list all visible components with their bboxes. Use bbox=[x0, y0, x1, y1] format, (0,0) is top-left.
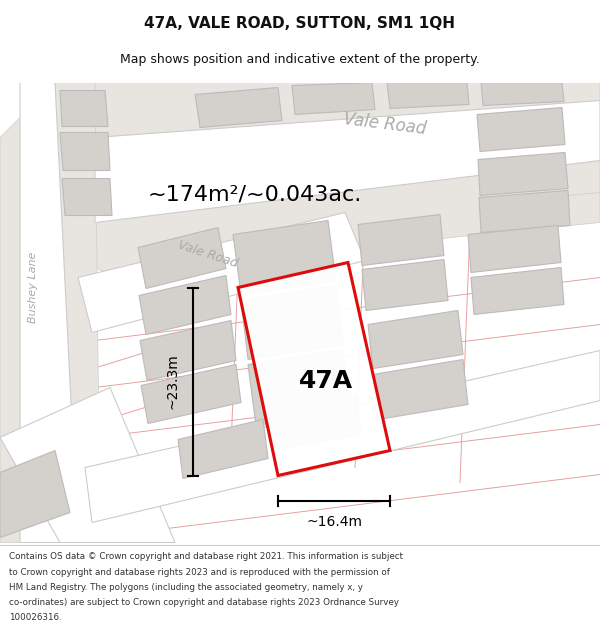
Polygon shape bbox=[479, 191, 570, 232]
Polygon shape bbox=[141, 364, 241, 424]
Text: 47A: 47A bbox=[298, 369, 353, 393]
Polygon shape bbox=[85, 351, 600, 522]
Polygon shape bbox=[60, 132, 110, 171]
Polygon shape bbox=[477, 107, 565, 151]
Polygon shape bbox=[78, 213, 365, 332]
Polygon shape bbox=[468, 226, 561, 272]
Polygon shape bbox=[20, 82, 78, 542]
Polygon shape bbox=[373, 359, 468, 419]
Polygon shape bbox=[60, 91, 108, 126]
Polygon shape bbox=[195, 88, 282, 128]
Text: ~174m²/~0.043ac.: ~174m²/~0.043ac. bbox=[148, 184, 362, 204]
Polygon shape bbox=[0, 82, 100, 542]
Polygon shape bbox=[292, 82, 375, 114]
Polygon shape bbox=[471, 268, 564, 314]
Text: co-ordinates) are subject to Crown copyright and database rights 2023 Ordnance S: co-ordinates) are subject to Crown copyr… bbox=[9, 598, 399, 608]
Text: ~16.4m: ~16.4m bbox=[306, 516, 362, 529]
Polygon shape bbox=[139, 276, 231, 334]
Polygon shape bbox=[481, 82, 564, 106]
Polygon shape bbox=[358, 214, 444, 266]
Polygon shape bbox=[95, 101, 600, 222]
Polygon shape bbox=[233, 221, 336, 294]
Polygon shape bbox=[140, 321, 236, 381]
Polygon shape bbox=[248, 349, 350, 426]
Polygon shape bbox=[138, 228, 226, 289]
Text: Vale Road: Vale Road bbox=[343, 111, 427, 139]
Text: ~23.3m: ~23.3m bbox=[166, 354, 180, 409]
Polygon shape bbox=[268, 394, 361, 449]
Polygon shape bbox=[362, 259, 448, 311]
Polygon shape bbox=[178, 419, 268, 479]
Text: Bushey Lane: Bushey Lane bbox=[28, 252, 38, 323]
Polygon shape bbox=[62, 179, 112, 216]
Polygon shape bbox=[387, 82, 469, 109]
Polygon shape bbox=[241, 286, 343, 359]
Polygon shape bbox=[238, 262, 390, 476]
Polygon shape bbox=[0, 451, 70, 538]
Text: to Crown copyright and database rights 2023 and is reproduced with the permissio: to Crown copyright and database rights 2… bbox=[9, 568, 390, 577]
Text: HM Land Registry. The polygons (including the associated geometry, namely x, y: HM Land Registry. The polygons (includin… bbox=[9, 583, 363, 592]
Text: Map shows position and indicative extent of the property.: Map shows position and indicative extent… bbox=[120, 53, 480, 66]
Text: Vale Road: Vale Road bbox=[176, 239, 239, 271]
Polygon shape bbox=[368, 311, 463, 369]
Text: 47A, VALE ROAD, SUTTON, SM1 1QH: 47A, VALE ROAD, SUTTON, SM1 1QH bbox=[145, 16, 455, 31]
Text: Contains OS data © Crown copyright and database right 2021. This information is : Contains OS data © Crown copyright and d… bbox=[9, 552, 403, 561]
Text: 100026316.: 100026316. bbox=[9, 614, 62, 622]
Polygon shape bbox=[545, 82, 600, 198]
Polygon shape bbox=[0, 388, 175, 542]
Polygon shape bbox=[55, 82, 600, 272]
Polygon shape bbox=[478, 152, 568, 196]
